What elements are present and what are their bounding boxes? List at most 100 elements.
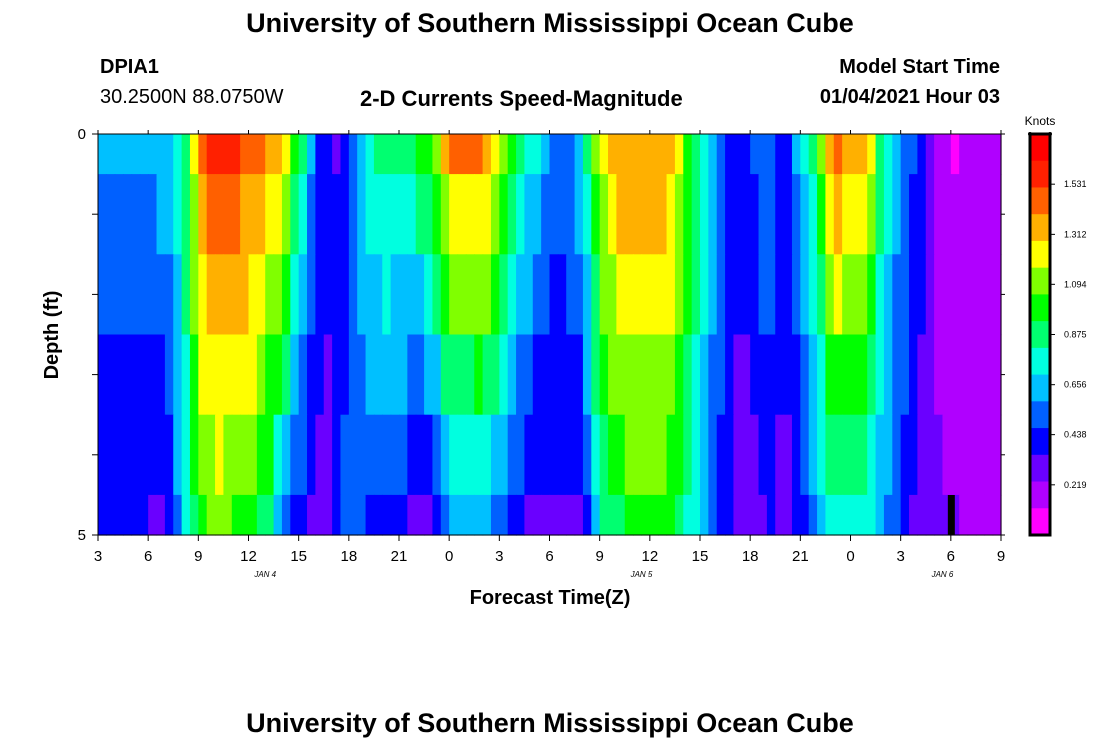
heatmap-cell [148, 494, 158, 536]
heatmap-cell [591, 414, 601, 496]
colorbar-segment [1030, 274, 1050, 279]
heatmap-cell [298, 134, 308, 175]
heatmap-cell [641, 254, 651, 336]
heatmap-cell [465, 174, 475, 255]
heatmap-cell [733, 134, 743, 175]
heatmap-cell [248, 134, 258, 175]
heatmap-cell [549, 494, 559, 536]
heatmap-cell [775, 494, 785, 536]
heatmap-cell [959, 174, 969, 255]
heatmap-cell [725, 414, 735, 496]
heatmap-cell [900, 494, 910, 536]
heatmap-cell [189, 174, 199, 255]
heatmap-cell [850, 254, 860, 336]
heatmap-cell [833, 334, 843, 416]
colorbar-segment [1030, 474, 1050, 479]
heatmap-cell [917, 254, 927, 336]
heatmap-cell [415, 254, 425, 336]
heatmap-cell [557, 254, 567, 336]
heatmap-cell [574, 174, 584, 255]
heatmap-cell [164, 174, 174, 255]
heatmap-cell [875, 414, 885, 496]
heatmap-cell [992, 174, 1002, 255]
heatmap-cell [716, 414, 726, 496]
colorbar-segment [1030, 314, 1050, 319]
heatmap-cell [733, 494, 743, 536]
heatmap-cell [649, 174, 659, 255]
heatmap-cell [808, 174, 818, 255]
heatmap-cell [156, 134, 166, 175]
heatmap-cell [582, 254, 592, 336]
heatmap-cell [215, 134, 225, 175]
heatmap-cell [181, 334, 191, 416]
x-tick-label: 9 [595, 548, 603, 565]
heatmap-cell [883, 134, 893, 175]
heatmap-cell [892, 174, 902, 255]
heatmap-cell [909, 134, 918, 175]
heatmap-cell [357, 254, 367, 336]
heatmap-cell [557, 174, 567, 255]
heatmap-cell [332, 254, 342, 336]
heatmap-cell [791, 414, 801, 496]
heatmap-cell [516, 414, 526, 496]
colorbar-segment [1030, 501, 1050, 506]
heatmap-cell [800, 174, 810, 255]
heatmap-cell [139, 334, 149, 416]
colorbar-segment [1030, 334, 1050, 339]
heatmap-cell [390, 334, 400, 416]
heatmap-cell [633, 254, 643, 336]
heatmap-cell [173, 494, 183, 536]
heatmap-cell [833, 174, 843, 255]
heatmap-cell [123, 494, 133, 536]
heatmap-cell [783, 414, 793, 496]
heatmap-cell [708, 414, 718, 496]
heatmap-cell [382, 174, 392, 255]
heatmap-cell [674, 174, 684, 255]
heatmap-cell [532, 334, 542, 416]
heatmap-cell [181, 174, 191, 255]
heatmap-cell [440, 334, 450, 416]
heatmap-cell [148, 254, 158, 336]
x-tick-label: 18 [742, 548, 759, 565]
heatmap-cell [156, 414, 166, 496]
heatmap-cell [683, 134, 693, 175]
heatmap-cell [582, 414, 592, 496]
x-tick-label: 21 [792, 548, 809, 565]
heatmap-cell [198, 254, 208, 336]
heatmap-cell [256, 334, 266, 416]
heatmap-cell [348, 334, 358, 416]
heatmap-cell [700, 494, 709, 536]
heatmap-cell [766, 334, 776, 416]
heatmap-cell [390, 254, 400, 336]
heatmap-cell [240, 414, 250, 496]
heatmap-cell [967, 334, 977, 416]
heatmap-cell [892, 494, 902, 536]
heatmap-cell [850, 334, 860, 416]
heatmap-cell [566, 334, 576, 416]
colorbar-segment [1030, 234, 1050, 239]
heatmap-cell [758, 334, 768, 416]
heatmap-cell [825, 134, 835, 175]
heatmap-cell [557, 134, 567, 175]
heatmap-cell [240, 334, 250, 416]
heatmap-cell [382, 134, 392, 175]
y-tick-label: 5 [78, 527, 86, 544]
heatmap-cell [683, 334, 693, 416]
colorbar-segment [1030, 160, 1050, 165]
heatmap-cell [775, 174, 785, 255]
heatmap-cell [139, 494, 149, 536]
heatmap-cell [181, 414, 191, 496]
heatmap-cell [457, 174, 467, 255]
heatmap-cell [817, 134, 827, 175]
heatmap-cell [683, 174, 693, 255]
heatmap-cell [616, 174, 626, 255]
colorbar-segment [1030, 240, 1050, 245]
heatmap-cell [189, 414, 199, 496]
heatmap-cell [215, 254, 225, 336]
colorbar-segment [1030, 478, 1050, 483]
heatmap-cell [783, 134, 793, 175]
heatmap-cell [741, 334, 751, 416]
heatmap-cell [382, 414, 392, 496]
heatmap-cell [482, 254, 492, 336]
heatmap-cell [900, 334, 910, 416]
